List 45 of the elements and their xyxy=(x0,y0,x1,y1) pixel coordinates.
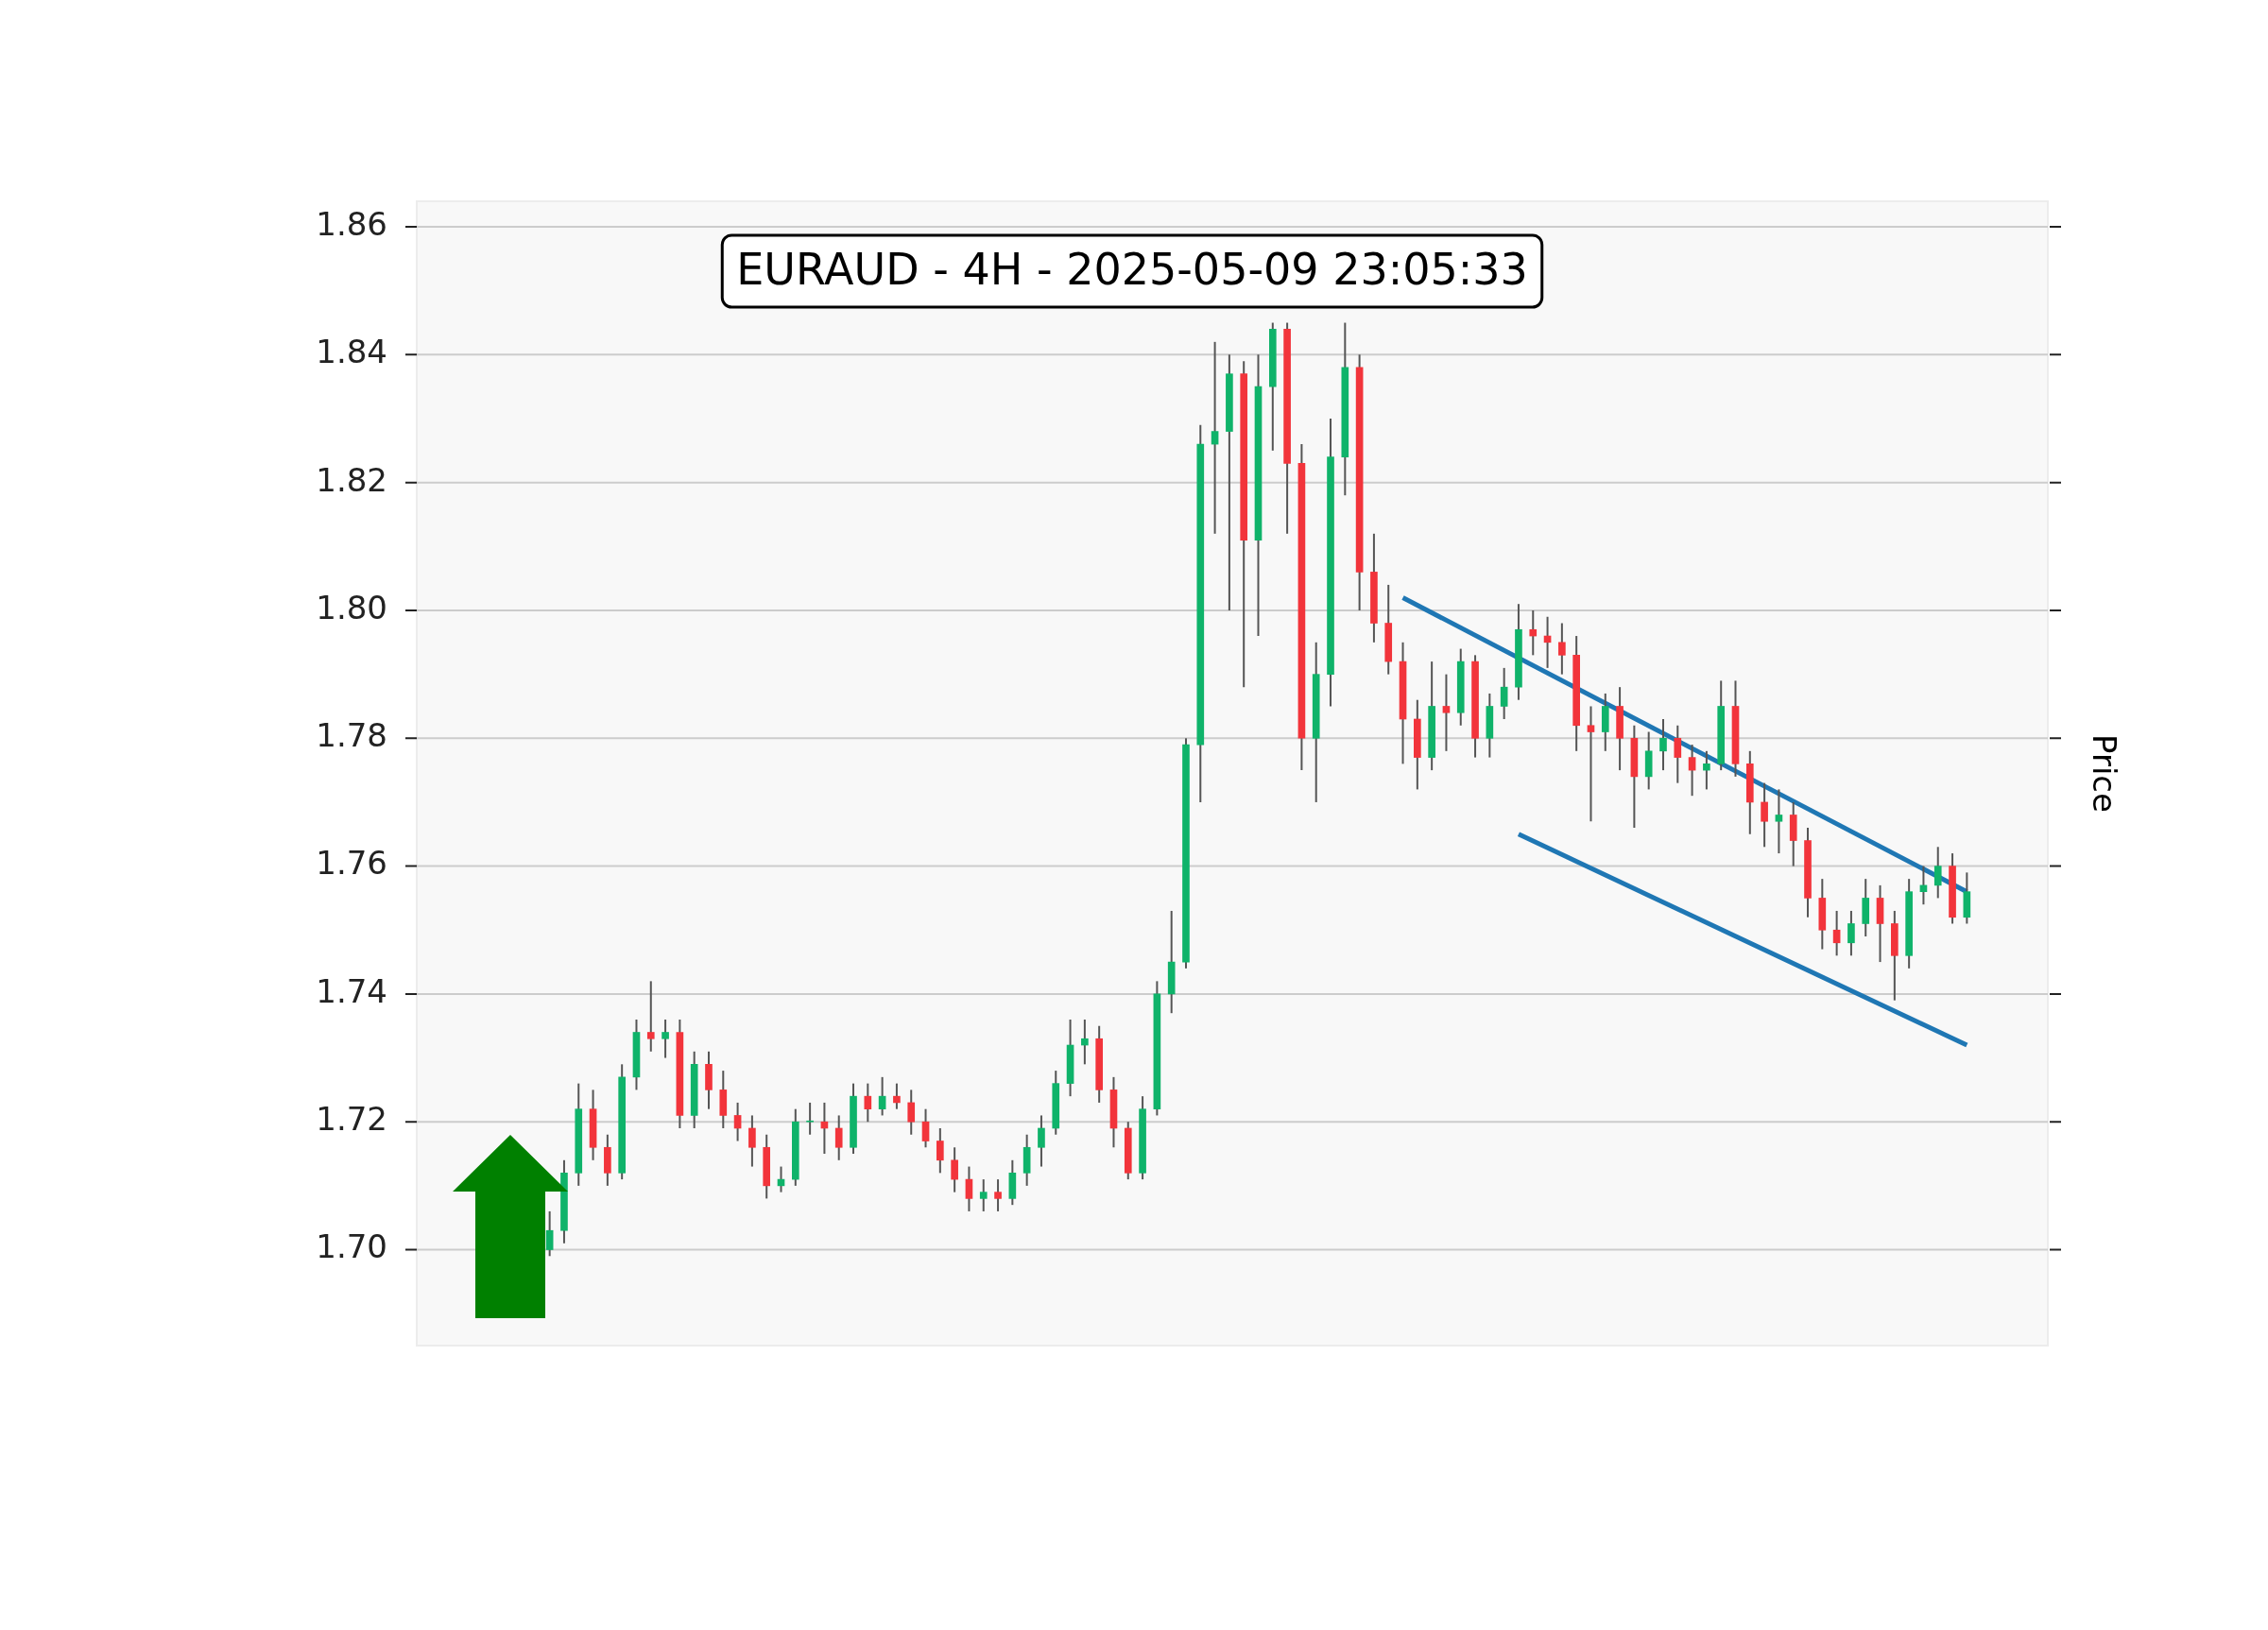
candlestick xyxy=(979,1178,988,1212)
candlestick xyxy=(748,1114,756,1168)
candlestick xyxy=(1211,340,1219,535)
candlestick xyxy=(994,1178,1002,1212)
candlestick xyxy=(834,1114,843,1161)
candlestick xyxy=(1847,909,1855,957)
y-tick-label: 1.78 xyxy=(316,716,387,755)
y-tick-label: 1.86 xyxy=(316,204,387,243)
candlestick xyxy=(1659,717,1667,772)
candlestick xyxy=(878,1075,886,1117)
candlestick xyxy=(921,1107,930,1149)
candlestick xyxy=(1703,749,1710,791)
y-tick-label: 1.76 xyxy=(316,844,387,883)
candlestick xyxy=(893,1082,901,1110)
y-tick-label: 1.72 xyxy=(316,1100,387,1139)
candlestick xyxy=(864,1082,872,1124)
candlestick xyxy=(1761,781,1768,849)
candlestick xyxy=(1558,622,1566,676)
candlestick xyxy=(1688,744,1696,798)
text: EURAUD - 4H - 2025-05-09 23:05:33 xyxy=(736,243,1528,295)
candlestick xyxy=(1038,1114,1045,1168)
y-tick-label: 1.80 xyxy=(316,588,387,626)
candlestick xyxy=(1674,724,1682,784)
candlestick xyxy=(1933,846,1942,900)
candlestick xyxy=(1442,673,1451,752)
y-axis-title: Price xyxy=(2085,734,2123,813)
candlestick xyxy=(545,1210,554,1258)
candlestick xyxy=(662,1018,669,1059)
candlestick xyxy=(1775,788,1783,855)
y-tick-label: 1.74 xyxy=(316,971,387,1010)
candlestick xyxy=(1081,1018,1089,1066)
y-tick-label: 1.84 xyxy=(316,333,387,371)
y-tick-label: 1.82 xyxy=(316,460,387,499)
candlestick xyxy=(907,1089,916,1136)
candlestick xyxy=(806,1101,814,1136)
candlestick xyxy=(965,1165,973,1212)
candlestick xyxy=(936,1126,944,1175)
candlestick xyxy=(733,1101,742,1142)
candlestick xyxy=(1500,666,1508,720)
candlestick xyxy=(646,980,655,1053)
candlestick xyxy=(1832,909,1841,957)
candlestick xyxy=(1529,609,1538,657)
candlestick xyxy=(951,1146,958,1193)
candlestick xyxy=(1587,705,1595,823)
y-tick-label: 1.70 xyxy=(316,1227,387,1266)
